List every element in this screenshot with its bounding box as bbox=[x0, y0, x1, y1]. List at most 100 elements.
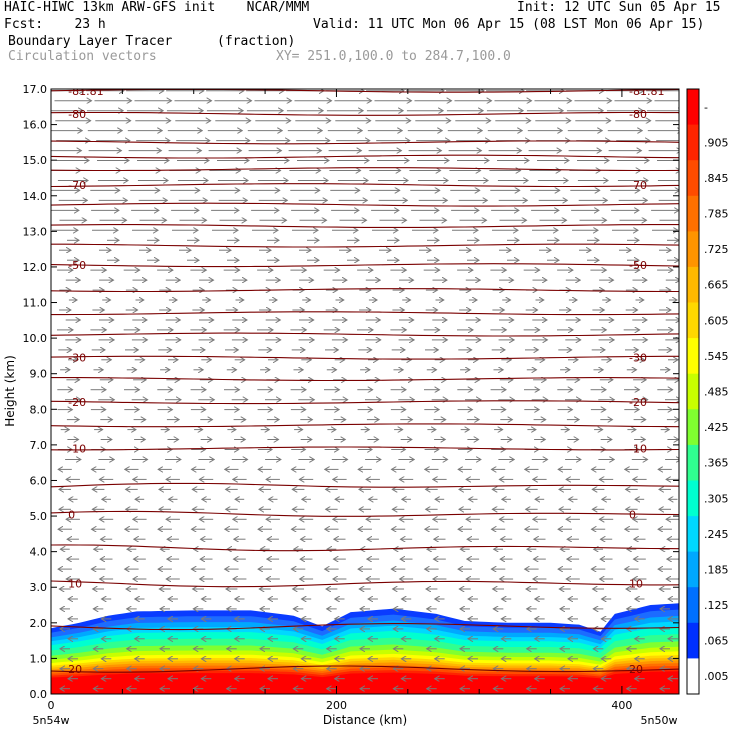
temperature-contour bbox=[51, 224, 679, 228]
colorbar-swatch bbox=[687, 160, 699, 197]
colorbar-label: .365 bbox=[704, 457, 729, 470]
contour-label: 0 bbox=[68, 508, 75, 521]
y-tick-label: 11.0 bbox=[23, 297, 48, 310]
y-tick-label: 10.0 bbox=[23, 332, 48, 345]
temperature-contour bbox=[51, 332, 679, 337]
x-tick-label: 400 bbox=[611, 699, 632, 712]
contour-label: -30 bbox=[68, 352, 86, 365]
colorbar-swatch bbox=[687, 587, 699, 624]
contour-label: -80 bbox=[629, 108, 647, 121]
temperature-contour bbox=[51, 446, 679, 451]
contour-label: -50 bbox=[629, 259, 647, 272]
x-tick-label: 0 bbox=[48, 699, 55, 712]
tracer-shading bbox=[51, 603, 679, 694]
x-axis-label: Distance (km) bbox=[323, 713, 407, 727]
temperature-contour bbox=[51, 355, 679, 360]
contour-label: -80 bbox=[68, 108, 86, 121]
field2-name: Circulation vectors bbox=[8, 49, 157, 64]
colorbar-swatch bbox=[687, 302, 699, 339]
plot-frame bbox=[50, 88, 680, 695]
temperature-contour bbox=[51, 311, 679, 316]
temperature-contour bbox=[51, 482, 679, 488]
temperature-contour bbox=[51, 140, 679, 145]
y-tick-label: 8.0 bbox=[30, 403, 48, 416]
x-endpoint-left: 5n54w bbox=[33, 714, 70, 727]
temperature-contour bbox=[51, 111, 679, 116]
contour-label: -10 bbox=[629, 442, 647, 455]
header-line1-left: HAIC-HIWC 13km ARW-GFS init NCAR/MMM bbox=[4, 0, 310, 15]
colorbar-swatch bbox=[687, 373, 699, 410]
contour-label: -20 bbox=[68, 396, 86, 409]
colorbar-label: .185 bbox=[704, 563, 729, 576]
field2-extra: XY= 251.0,100.0 to 284.7,100.0 bbox=[276, 49, 511, 64]
colorbar-swatch bbox=[687, 551, 699, 588]
contour-label: -50 bbox=[68, 259, 86, 272]
tracer-band-15 bbox=[51, 671, 679, 694]
temperature-contour bbox=[51, 263, 679, 268]
contour-label: 0 bbox=[629, 508, 636, 521]
temperature-contour bbox=[51, 243, 679, 248]
colorbar-swatch bbox=[687, 231, 699, 268]
temperature-contour bbox=[51, 400, 679, 405]
y-tick-label: 0.0 bbox=[30, 688, 48, 701]
contour-label: -81.81 bbox=[629, 85, 664, 98]
colorbar-label: .485 bbox=[704, 386, 729, 399]
temperature-contour bbox=[51, 665, 679, 673]
colorbar-swatch bbox=[687, 338, 699, 375]
colorbar-label: .605 bbox=[704, 314, 729, 327]
temperature-contours: -81.81 -81.81 -80 -80 -70 -70 -50 -50 -30 -30 -20 -… bbox=[51, 85, 679, 676]
colorbar-label: .725 bbox=[704, 243, 729, 256]
y-tick-label: 1.0 bbox=[30, 652, 48, 665]
temperature-contour bbox=[51, 423, 679, 428]
y-tick-label: 14.0 bbox=[23, 190, 48, 203]
temperature-contour bbox=[51, 288, 679, 293]
y-axis-label: Height (km) bbox=[3, 355, 17, 426]
temperature-contour bbox=[51, 623, 679, 631]
y-tick-label: 5.0 bbox=[30, 510, 48, 523]
temperature-contour bbox=[51, 377, 679, 382]
y-tick-label: 13.0 bbox=[23, 225, 48, 238]
colorbar-label: .545 bbox=[704, 350, 729, 363]
colorbar-label: .845 bbox=[704, 172, 729, 185]
contour-label: -70 bbox=[68, 179, 86, 192]
field1-units: (fraction) bbox=[217, 34, 296, 49]
colorbar-label: .665 bbox=[704, 279, 729, 292]
colorbar-swatch bbox=[687, 622, 699, 659]
contour-label: 10 bbox=[68, 578, 82, 591]
y-tick-label: 4.0 bbox=[30, 546, 48, 559]
y-tick-label: 2.0 bbox=[30, 617, 48, 630]
y-tick-label: 9.0 bbox=[30, 368, 48, 381]
colorbar-label: .245 bbox=[704, 528, 729, 541]
colorbar-label: .785 bbox=[704, 208, 729, 221]
x-endpoint-right: 5n50w bbox=[641, 714, 678, 727]
colorbar-swatch bbox=[687, 516, 699, 553]
temperature-contour bbox=[51, 167, 679, 172]
y-tick-label: 3.0 bbox=[30, 581, 48, 594]
colorbar-swatch bbox=[687, 658, 699, 695]
y-tick-label: 6.0 bbox=[30, 474, 48, 487]
colorbar-swatch bbox=[687, 480, 699, 517]
y-tick-label: 17.0 bbox=[23, 83, 48, 96]
contour-label: 20 bbox=[68, 663, 82, 676]
colorbar-label: .065 bbox=[704, 635, 729, 648]
colorbar-swatch bbox=[687, 89, 699, 126]
contour-label: -20 bbox=[629, 396, 647, 409]
colorbar-label: - bbox=[704, 101, 708, 114]
colorbar-label: .425 bbox=[704, 421, 729, 434]
temperature-contour bbox=[51, 544, 679, 552]
temperature-contour bbox=[51, 183, 679, 188]
y-tick-label: 7.0 bbox=[30, 439, 48, 452]
contour-label: -30 bbox=[629, 352, 647, 365]
colorbar-label: .905 bbox=[704, 136, 729, 149]
temperature-contour bbox=[51, 510, 679, 517]
colorbar-frame bbox=[686, 88, 700, 695]
y-tick-label: 12.0 bbox=[23, 261, 48, 274]
temperature-contour bbox=[51, 580, 679, 588]
colorbar-swatch bbox=[687, 266, 699, 303]
colorbar-swatch bbox=[687, 195, 699, 232]
contour-label: -81.81 bbox=[68, 85, 103, 98]
colorbar-label: .125 bbox=[704, 599, 729, 612]
colorbar-swatch bbox=[687, 124, 699, 161]
contour-label: -70 bbox=[629, 179, 647, 192]
